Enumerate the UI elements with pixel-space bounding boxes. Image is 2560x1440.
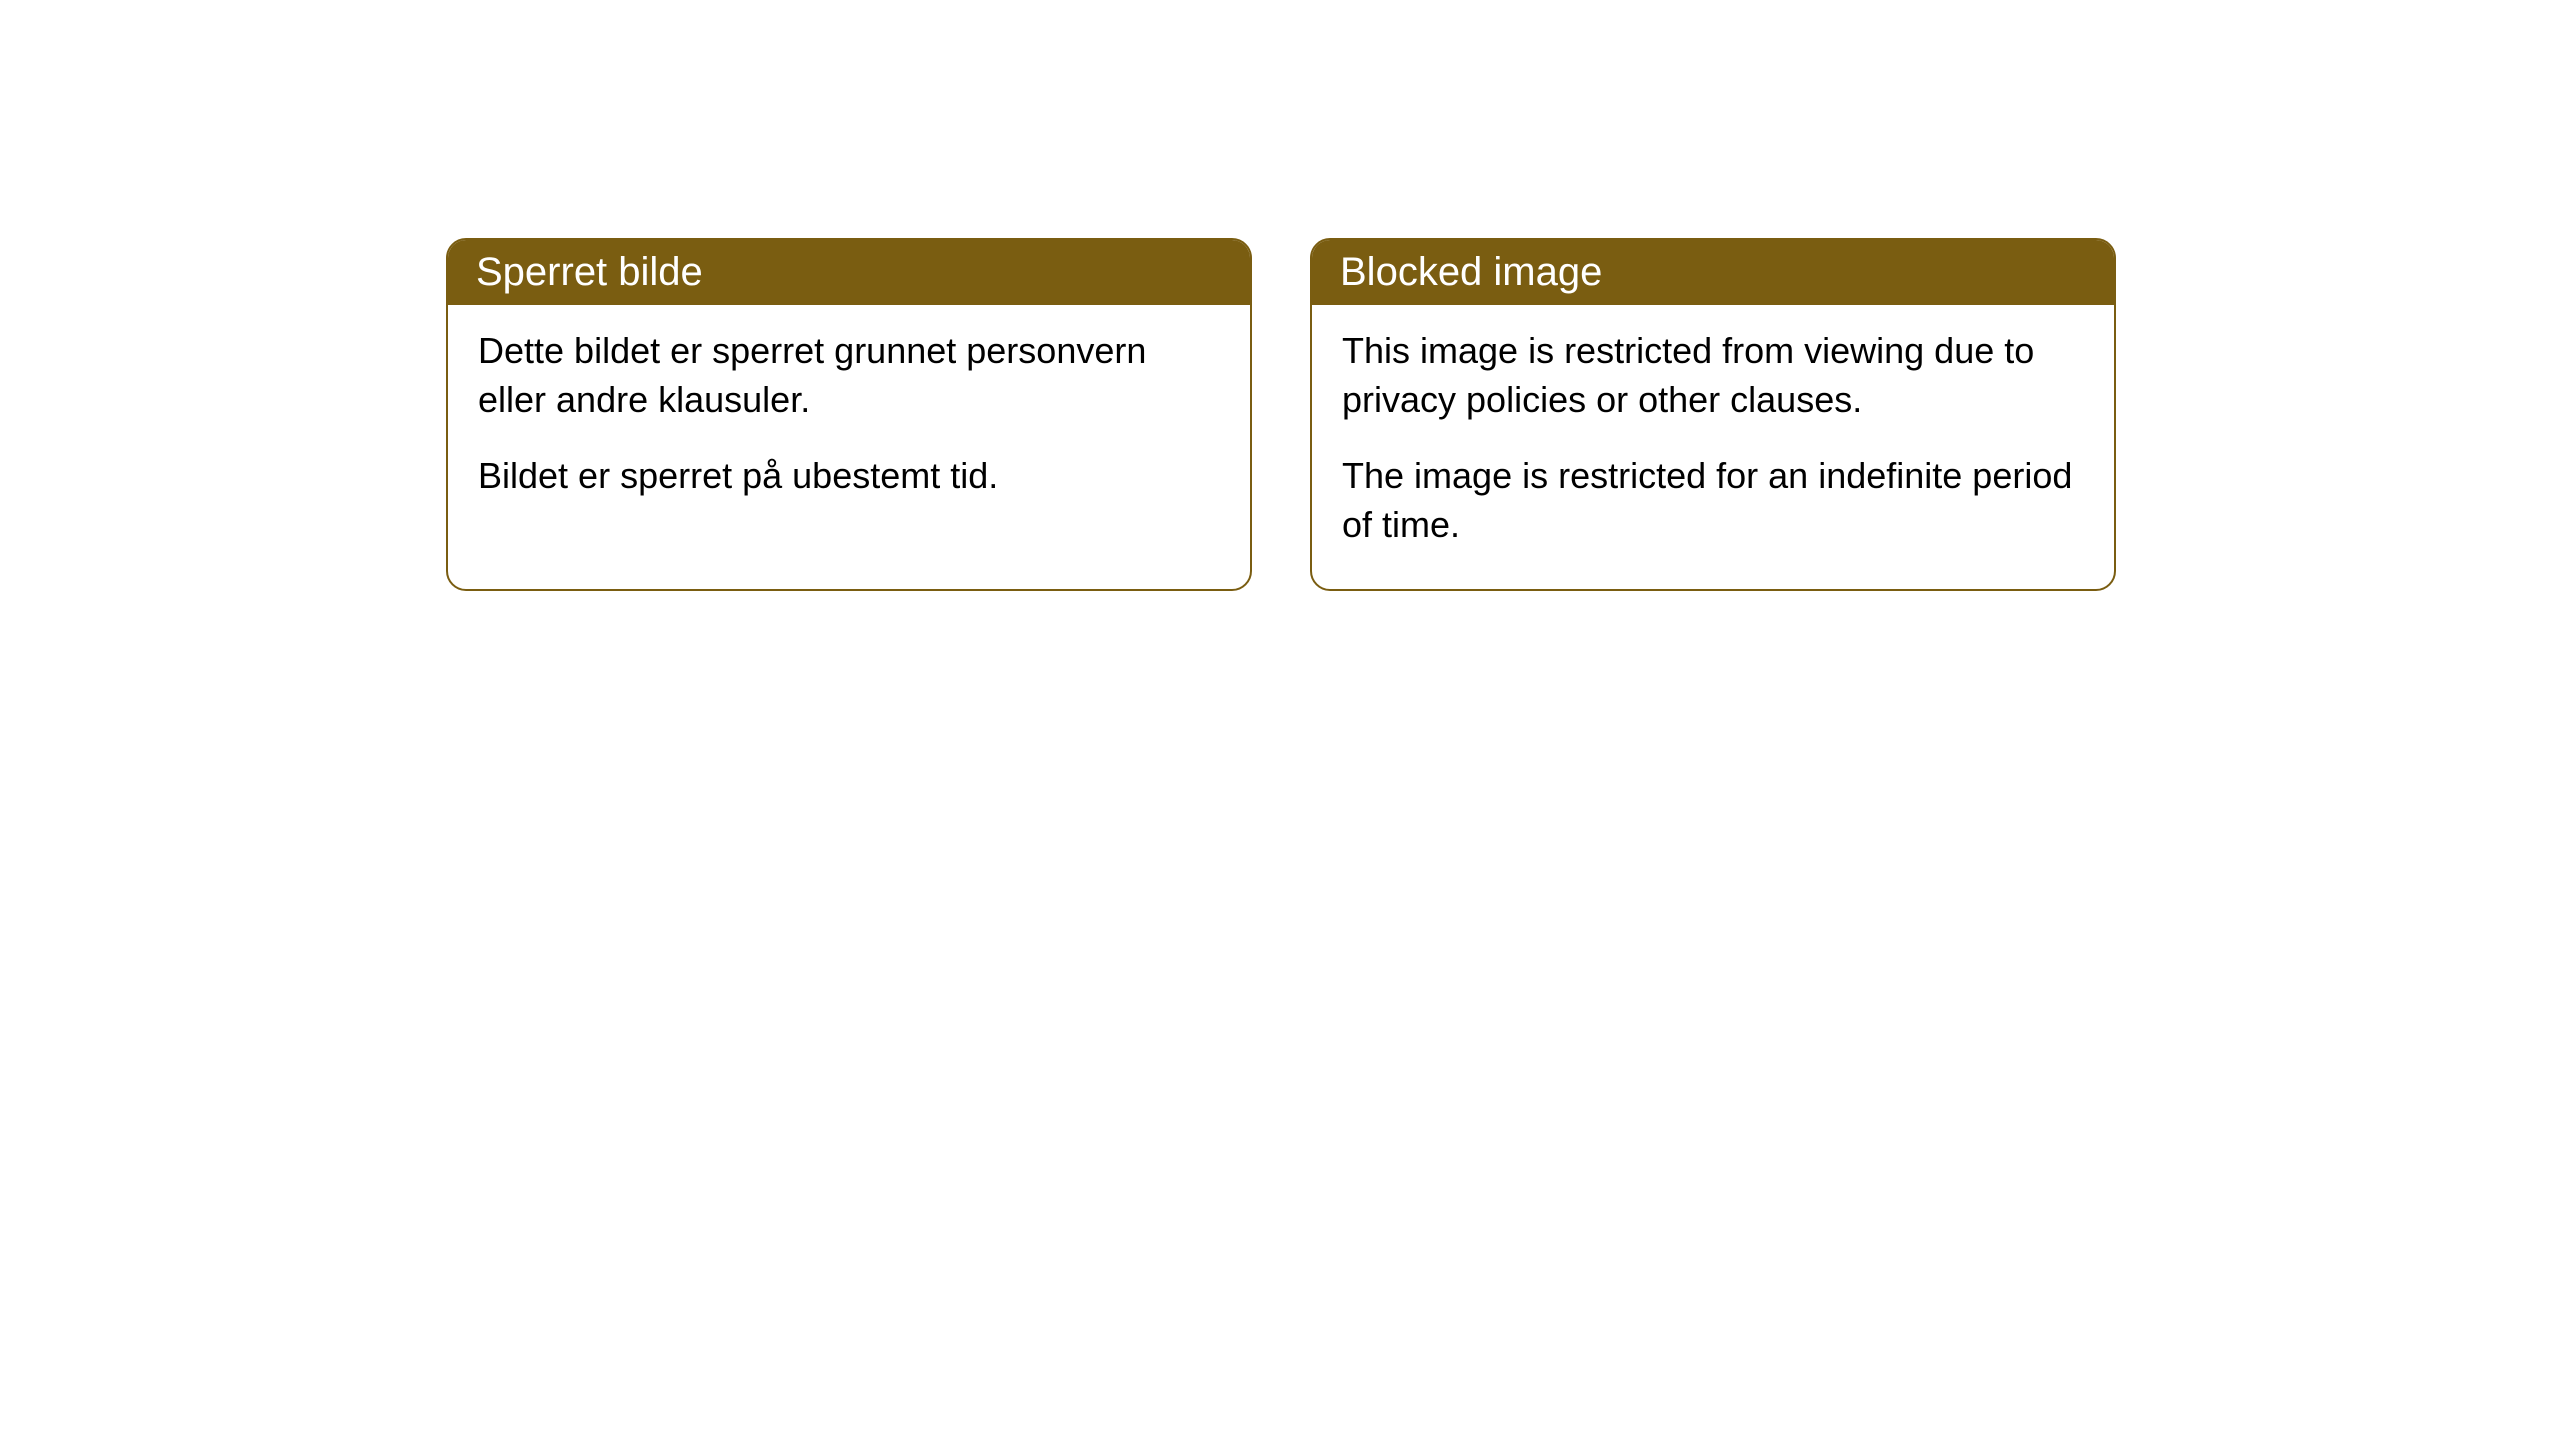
card-title: Sperret bilde — [476, 250, 703, 294]
blocked-image-card-norwegian: Sperret bilde Dette bildet er sperret gr… — [446, 238, 1252, 591]
card-text-line-1: This image is restricted from viewing du… — [1342, 327, 2084, 424]
card-title: Blocked image — [1340, 250, 1602, 294]
card-text-line-1: Dette bildet er sperret grunnet personve… — [478, 327, 1220, 424]
card-header-english: Blocked image — [1312, 240, 2114, 305]
card-text-line-2: The image is restricted for an indefinit… — [1342, 452, 2084, 549]
card-body-norwegian: Dette bildet er sperret grunnet personve… — [448, 305, 1250, 541]
blocked-image-card-english: Blocked image This image is restricted f… — [1310, 238, 2116, 591]
card-text-line-2: Bildet er sperret på ubestemt tid. — [478, 452, 1220, 501]
card-header-norwegian: Sperret bilde — [448, 240, 1250, 305]
notice-container: Sperret bilde Dette bildet er sperret gr… — [0, 0, 2560, 591]
card-body-english: This image is restricted from viewing du… — [1312, 305, 2114, 589]
